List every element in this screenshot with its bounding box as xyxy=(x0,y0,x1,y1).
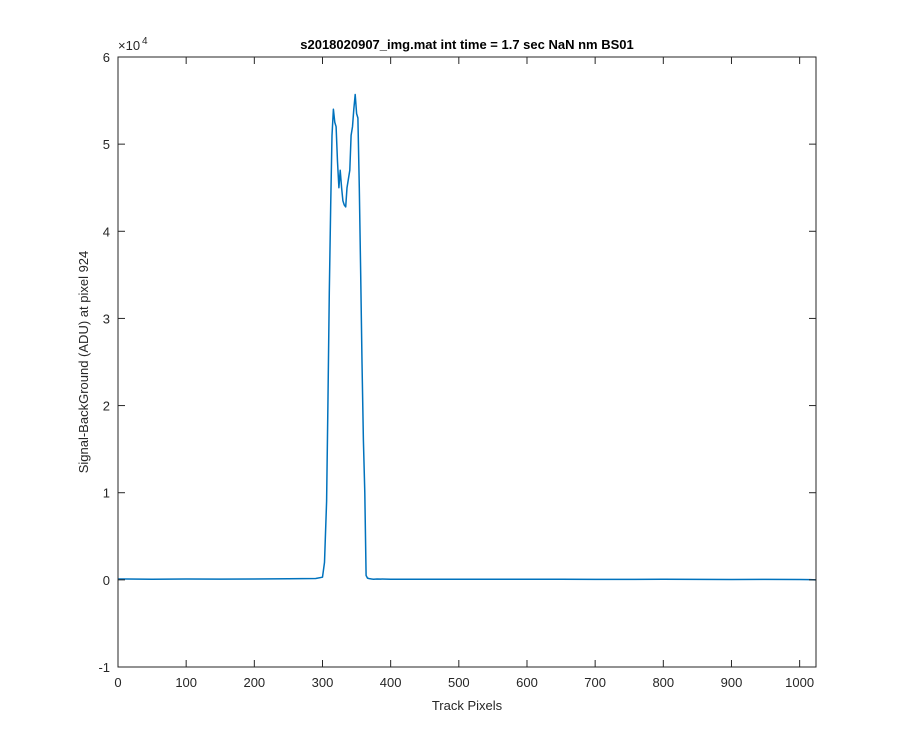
y-tick-label: 2 xyxy=(103,399,110,414)
y-tick-label: 4 xyxy=(103,224,110,239)
x-axis-label: Track Pixels xyxy=(432,698,503,713)
y-axis-label: Signal-BackGround (ADU) at pixel 924 xyxy=(76,251,91,474)
y-exponent-label: ×10 4 xyxy=(118,36,148,53)
y-tick-label: -1 xyxy=(98,660,110,675)
x-tick-label: 700 xyxy=(584,675,606,690)
axes-box xyxy=(117,56,817,668)
y-exponent-base: ×10 xyxy=(118,38,140,53)
chart-title: s2018020907_img.mat int time = 1.7 sec N… xyxy=(300,37,634,52)
y-tick-label: 5 xyxy=(103,137,110,152)
y-tick-label: 3 xyxy=(103,311,110,326)
x-tick-label: 300 xyxy=(312,675,334,690)
x-tick-label: 1000 xyxy=(785,675,814,690)
series-layer xyxy=(117,93,817,581)
y-tick-label: 1 xyxy=(103,486,110,501)
x-tick-label: 200 xyxy=(243,675,265,690)
x-tick-label: 900 xyxy=(721,675,743,690)
x-tick-label: 800 xyxy=(652,675,674,690)
x-tick-label: 500 xyxy=(448,675,470,690)
plot-area xyxy=(118,57,816,667)
y-tick-label: 6 xyxy=(103,50,110,65)
x-tick-label: 600 xyxy=(516,675,538,690)
y-axis-ticks: -1 0 1 2 3 4 5 6 xyxy=(98,50,816,675)
y-tick-label: 0 xyxy=(103,573,110,588)
x-tick-label: 0 xyxy=(114,675,121,690)
x-tick-label: 100 xyxy=(175,675,197,690)
x-tick-label: 400 xyxy=(380,675,402,690)
y-exponent-power: 4 xyxy=(142,36,148,47)
series-line-0 xyxy=(117,93,817,581)
x-axis-ticks: 0 100 200 300 400 500 600 700 800 900 1000 xyxy=(114,57,814,690)
